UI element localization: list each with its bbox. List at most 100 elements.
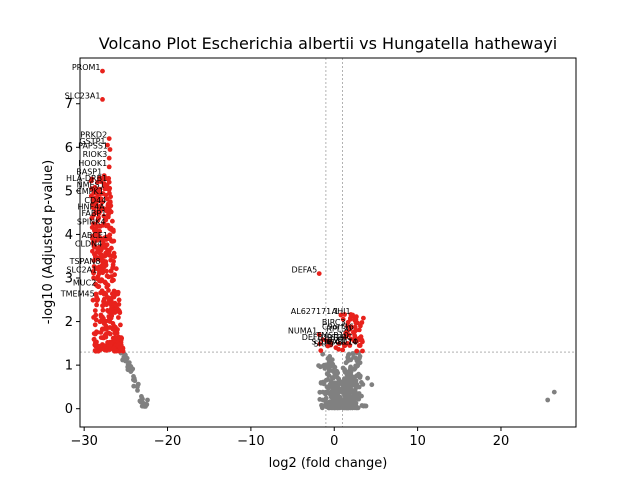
significant-point bbox=[107, 190, 112, 196]
outlier-point bbox=[365, 375, 370, 381]
gene-label: NUMA1 bbox=[288, 327, 317, 336]
significant-point bbox=[113, 302, 119, 308]
labeled-gene-point bbox=[101, 245, 107, 250]
significant-point bbox=[98, 314, 104, 320]
significant-point bbox=[108, 340, 114, 346]
y-tick-label: 4 bbox=[65, 228, 73, 243]
non-significant-point bbox=[135, 381, 141, 387]
significant-point bbox=[118, 322, 123, 328]
non-significant-point bbox=[330, 375, 335, 380]
significant-point bbox=[116, 307, 122, 313]
non-significant-point bbox=[328, 405, 334, 410]
significant-point bbox=[94, 237, 100, 243]
labeled-gene-point bbox=[105, 223, 110, 229]
significant-point bbox=[111, 229, 116, 234]
non-significant-point bbox=[123, 352, 128, 358]
gene-label: CLDN4 bbox=[75, 240, 102, 249]
gene-label: HNF4A bbox=[78, 203, 106, 212]
significant-point bbox=[94, 191, 100, 197]
significant-point bbox=[94, 302, 99, 308]
non-significant-point bbox=[343, 360, 349, 366]
non-significant-point bbox=[354, 381, 360, 387]
gene-label: PAPSS1 bbox=[78, 142, 108, 151]
significant-point bbox=[112, 272, 117, 278]
significant-point bbox=[98, 347, 103, 352]
gene-label: C9orf16 bbox=[322, 322, 354, 331]
x-tick-label: 20 bbox=[493, 434, 510, 449]
labeled-gene-point bbox=[100, 68, 105, 74]
significant-point bbox=[114, 330, 120, 336]
significant-point bbox=[102, 300, 108, 306]
y-tick-label: 1 bbox=[65, 359, 73, 374]
significant-point bbox=[109, 278, 115, 284]
gene-label: DEFB1 bbox=[302, 333, 328, 342]
significant-point bbox=[94, 195, 100, 201]
significant-point bbox=[107, 325, 113, 330]
significant-point bbox=[90, 241, 96, 247]
significant-point bbox=[98, 267, 104, 272]
significant-point bbox=[116, 315, 121, 320]
significant-point bbox=[94, 255, 99, 260]
significant-point bbox=[328, 342, 334, 348]
significant-point bbox=[96, 244, 102, 250]
non-significant-point bbox=[341, 403, 347, 409]
significant-point bbox=[90, 202, 95, 207]
significant-point bbox=[342, 312, 347, 317]
labeled-gene-point bbox=[104, 186, 110, 192]
significant-point bbox=[104, 331, 109, 336]
gene-label: TSPAN8 bbox=[69, 257, 101, 266]
labeled-gene-point bbox=[105, 142, 110, 148]
significant-point bbox=[95, 218, 101, 223]
non-significant-point bbox=[318, 364, 323, 370]
significant-points bbox=[88, 68, 366, 354]
significant-point bbox=[340, 316, 346, 322]
labeled-gene-point bbox=[106, 155, 112, 161]
non-significant-point bbox=[322, 398, 328, 403]
non-significant-point bbox=[345, 400, 350, 406]
outlier-point bbox=[135, 388, 140, 393]
x-tick-label: 10 bbox=[409, 434, 426, 449]
significant-point bbox=[99, 277, 104, 283]
significant-point bbox=[98, 205, 103, 211]
non-significant-point bbox=[333, 381, 339, 387]
labeled-gene-point bbox=[357, 343, 363, 348]
gene-label: TMSB10 bbox=[315, 331, 349, 340]
non-significant-point bbox=[340, 365, 346, 371]
significant-point bbox=[354, 348, 360, 354]
labeled-gene-point bbox=[106, 179, 112, 185]
gene-label: PROM1 bbox=[72, 63, 101, 72]
significant-point bbox=[112, 310, 118, 315]
labeled-gene-point bbox=[105, 201, 111, 207]
significant-point bbox=[112, 254, 117, 260]
significant-point bbox=[104, 273, 110, 279]
significant-point bbox=[107, 232, 113, 238]
significant-point bbox=[101, 213, 107, 219]
significant-point bbox=[104, 268, 109, 274]
y-axis-label: -log10 (Adjusted p-value) bbox=[41, 160, 56, 324]
plot-frame bbox=[79, 57, 577, 428]
labeled-gene-point bbox=[341, 343, 347, 348]
non-significant-point bbox=[325, 390, 330, 396]
significant-point bbox=[100, 326, 105, 332]
labeled-gene-point bbox=[105, 214, 111, 220]
gene-label: RPL30 bbox=[326, 325, 351, 334]
labeled-gene-point bbox=[94, 295, 100, 300]
gene-label: MUC2 bbox=[73, 279, 96, 288]
gene-label: ABCE1 bbox=[81, 231, 108, 240]
y-tick-label: 6 bbox=[65, 141, 73, 156]
labeled-gene-point bbox=[333, 345, 339, 351]
significant-point bbox=[114, 348, 120, 354]
significant-point bbox=[111, 259, 116, 264]
plot-area: PROM1 SLC23A1 PRKD2GSTP1PAPSS1RIOK3HOOK1BA… bbox=[60, 58, 576, 427]
gene-label: TMEM45 bbox=[60, 290, 95, 299]
labeled-gene-point bbox=[101, 173, 107, 179]
significant-point bbox=[91, 315, 96, 320]
significant-point bbox=[100, 318, 106, 324]
non-significant-point bbox=[359, 380, 364, 385]
significant-point bbox=[91, 337, 97, 342]
significant-point bbox=[90, 236, 95, 242]
labeled-gene-point bbox=[327, 338, 333, 344]
labeled-gene-point bbox=[96, 271, 102, 276]
significant-point bbox=[340, 347, 346, 353]
